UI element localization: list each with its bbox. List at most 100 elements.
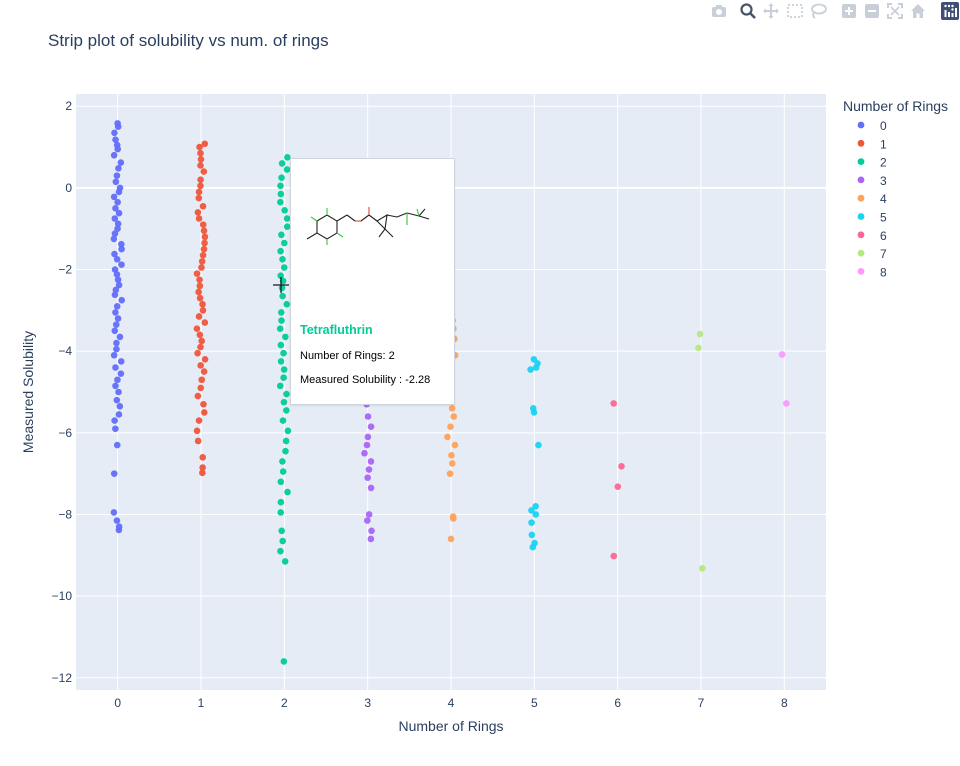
data-point[interactable]: [201, 319, 209, 326]
data-point[interactable]: [284, 427, 292, 435]
data-point[interactable]: [116, 333, 124, 341]
data-point[interactable]: [199, 454, 207, 461]
data-point[interactable]: [614, 483, 622, 491]
data-point[interactable]: [196, 331, 204, 339]
data-point[interactable]: [280, 264, 288, 271]
data-point[interactable]: [110, 351, 118, 359]
legend-item[interactable]: 1: [857, 137, 887, 151]
data-point[interactable]: [447, 535, 455, 543]
data-point[interactable]: [112, 286, 120, 294]
data-point[interactable]: [528, 519, 535, 526]
data-point[interactable]: [282, 437, 290, 445]
data-point[interactable]: [280, 658, 288, 665]
legend[interactable]: 0 1 2 3 4 5 6 7 8: [857, 119, 887, 279]
data-point[interactable]: [527, 366, 534, 373]
data-point[interactable]: [365, 511, 373, 518]
data-point[interactable]: [195, 194, 203, 202]
data-point[interactable]: [193, 427, 201, 435]
data-point[interactable]: [194, 437, 202, 445]
data-point[interactable]: [197, 182, 204, 190]
data-point[interactable]: [277, 509, 285, 516]
data-point[interactable]: [198, 264, 205, 271]
data-point[interactable]: [113, 302, 121, 310]
data-point[interactable]: [112, 364, 119, 371]
data-point[interactable]: [278, 527, 286, 535]
data-point[interactable]: [280, 374, 287, 382]
data-point[interactable]: [196, 294, 204, 302]
data-point[interactable]: [277, 547, 284, 555]
data-point[interactable]: [198, 337, 206, 345]
data-point[interactable]: [113, 517, 121, 524]
data-point[interactable]: [283, 166, 291, 173]
data-point[interactable]: [195, 188, 203, 196]
data-point[interactable]: [277, 478, 285, 486]
data-point[interactable]: [116, 402, 124, 410]
data-point[interactable]: [110, 235, 118, 243]
data-point[interactable]: [282, 333, 289, 341]
data-point[interactable]: [197, 162, 204, 169]
data-point[interactable]: [199, 202, 207, 210]
zoom-in-icon[interactable]: [840, 2, 858, 20]
data-point[interactable]: [194, 209, 202, 216]
data-point[interactable]: [115, 411, 123, 418]
data-point[interactable]: [277, 358, 285, 365]
data-point[interactable]: [118, 245, 125, 253]
data-point[interactable]: [450, 413, 458, 420]
data-point[interactable]: [278, 231, 285, 239]
data-point[interactable]: [194, 349, 201, 357]
data-point[interactable]: [111, 215, 119, 222]
data-point[interactable]: [199, 307, 207, 314]
data-point[interactable]: [196, 282, 204, 290]
data-point[interactable]: [277, 247, 284, 255]
data-point[interactable]: [365, 466, 373, 473]
data-point[interactable]: [199, 464, 206, 471]
data-point[interactable]: [201, 233, 209, 241]
data-point[interactable]: [277, 341, 285, 349]
data-point[interactable]: [194, 392, 202, 400]
data-point[interactable]: [115, 209, 123, 217]
data-point[interactable]: [115, 281, 123, 289]
data-point[interactable]: [201, 356, 209, 363]
data-point[interactable]: [281, 207, 288, 214]
camera-icon[interactable]: [710, 2, 728, 20]
data-point[interactable]: [196, 143, 203, 151]
data-point[interactable]: [363, 441, 371, 449]
data-point[interactable]: [529, 543, 537, 551]
data-point[interactable]: [195, 288, 202, 296]
box-select-icon[interactable]: [786, 2, 804, 20]
data-point[interactable]: [114, 220, 122, 228]
data-point[interactable]: [281, 558, 289, 565]
data-point[interactable]: [618, 462, 625, 470]
data-point[interactable]: [367, 535, 375, 543]
legend-item[interactable]: 0: [857, 119, 887, 133]
lasso-select-icon[interactable]: [809, 2, 827, 20]
data-point[interactable]: [364, 433, 372, 441]
data-point[interactable]: [278, 309, 285, 316]
zoom-icon[interactable]: [739, 2, 757, 20]
data-point[interactable]: [451, 441, 459, 449]
data-point[interactable]: [111, 291, 119, 299]
data-point[interactable]: [117, 358, 125, 365]
data-point[interactable]: [280, 239, 288, 247]
data-point[interactable]: [199, 469, 206, 477]
data-point[interactable]: [279, 468, 287, 475]
data-point[interactable]: [278, 174, 285, 181]
data-point[interactable]: [450, 515, 457, 522]
data-point[interactable]: [610, 400, 617, 407]
plotly-logo-icon[interactable]: [941, 2, 959, 20]
data-point[interactable]: [111, 230, 119, 237]
data-point[interactable]: [276, 382, 284, 390]
data-point[interactable]: [280, 366, 288, 373]
data-point[interactable]: [110, 193, 118, 201]
data-point[interactable]: [117, 370, 125, 377]
data-point[interactable]: [199, 300, 206, 308]
data-point[interactable]: [276, 325, 284, 333]
legend-item[interactable]: 2: [857, 156, 887, 170]
data-point[interactable]: [778, 351, 786, 358]
data-point[interactable]: [115, 388, 122, 396]
data-point[interactable]: [361, 449, 368, 457]
data-point[interactable]: [199, 251, 207, 259]
data-point[interactable]: [118, 261, 125, 268]
data-point[interactable]: [528, 531, 536, 539]
data-point[interactable]: [695, 344, 702, 352]
